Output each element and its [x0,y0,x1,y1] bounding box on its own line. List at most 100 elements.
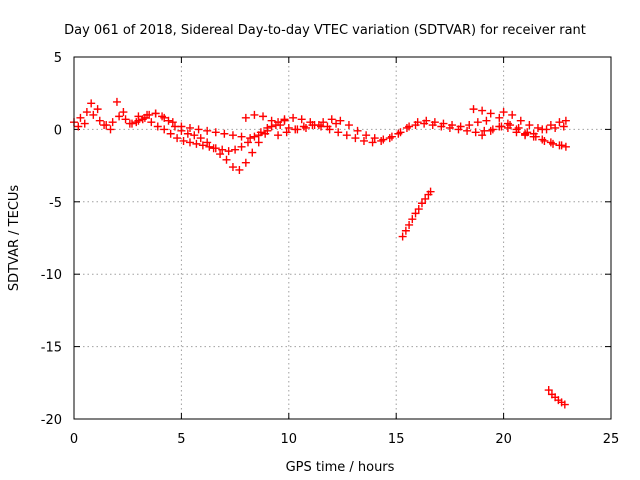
data-point [525,121,534,130]
data-point [263,126,272,135]
data-point [421,194,430,203]
data-point [228,163,237,172]
data-point [414,205,423,214]
data-point [231,145,240,154]
data-point [317,122,326,131]
y-axis-label: SDTVAR / TECUs [7,185,22,292]
data-point [308,121,317,130]
data-point [220,129,229,138]
data-point [179,136,188,145]
series-arc-h [499,108,568,134]
data-point [89,110,98,119]
data-point [465,121,474,130]
data-point [115,112,124,121]
data-point [495,122,504,131]
series-arc-d [241,110,491,144]
data-point [132,118,141,127]
data-point [291,125,300,134]
data-point [203,126,212,135]
data-point [185,138,194,147]
series-arc-e [274,119,566,150]
data-point [196,134,205,143]
data-point [121,115,130,124]
data-point [235,165,244,174]
data-point [254,131,263,140]
data-point [209,144,218,153]
data-point [222,155,231,164]
x-tick-label: 20 [495,432,512,447]
data-point [454,125,463,134]
data-point [478,131,487,140]
series-arc-b [74,97,289,174]
data-point [284,123,293,132]
data-point [486,126,495,135]
data-point [420,119,429,128]
series-arc-c [134,109,341,143]
x-tick-label: 0 [70,432,78,447]
data-point [138,115,147,124]
x-tick-label: 25 [603,432,620,447]
data-point [241,158,250,167]
data-point [394,129,403,138]
data-point [521,131,530,140]
x-tick-labels: 0 5 10 15 20 25 [70,432,619,447]
data-point [243,138,252,147]
data-point [437,122,446,131]
data-point [250,132,259,141]
data-point [267,116,276,125]
series-arc-i [398,187,435,241]
data-point [377,136,386,145]
data-point [282,128,291,137]
data-point [319,118,328,127]
data-point [76,113,85,122]
data-point [95,116,104,125]
data-point [370,134,379,143]
data-point [559,122,568,131]
data-point [334,128,343,137]
data-point [248,148,257,157]
data-point [551,123,560,132]
y-tick-label: 5 [54,51,62,66]
data-point [325,125,334,134]
data-point [342,131,351,140]
data-point [486,109,495,118]
data-point [546,138,555,147]
data-point [529,129,538,138]
data-point [405,220,414,229]
data-point [147,118,156,127]
series-arc-j [544,386,569,409]
data-point [74,122,83,131]
data-point [134,112,143,121]
data-point [216,150,225,159]
data-point [299,122,308,131]
data-point [190,131,199,140]
data-point [411,121,420,130]
data-point [125,119,134,128]
data-point [398,232,407,241]
data-point [561,142,570,151]
data-point [274,131,283,140]
data-point [151,109,160,118]
data-point [205,142,214,151]
data-point [211,128,220,137]
data-point [428,121,437,130]
axis-ticks [73,56,612,420]
data-point [508,110,517,119]
data-point [183,129,192,138]
data-point [153,122,162,131]
data-point [408,215,417,224]
data-point [192,139,201,148]
data-point [259,112,268,121]
data-point [544,386,553,395]
data-point [482,116,491,125]
data-point [411,209,420,218]
data-point [166,129,175,138]
data-point [473,118,482,127]
data-point [250,110,259,119]
data-point [499,108,508,117]
data-point [471,128,480,137]
data-point [93,105,102,114]
data-point [542,125,551,134]
data-point [546,121,555,130]
